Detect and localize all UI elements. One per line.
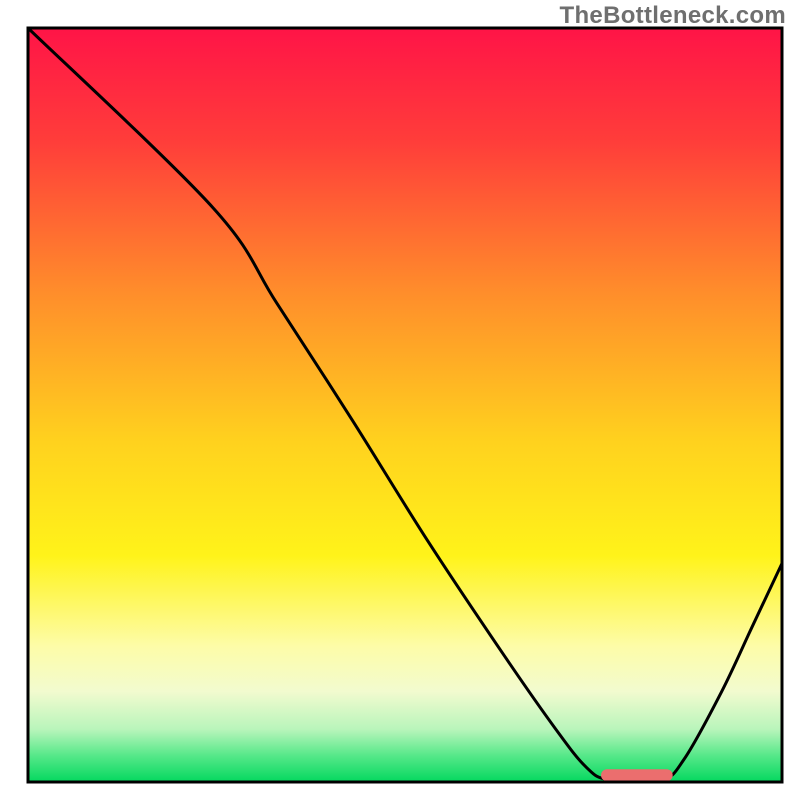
optimal-marker	[601, 769, 673, 781]
chart-container: { "watermark": "TheBottleneck.com", "cha…	[0, 0, 800, 800]
watermark-text: TheBottleneck.com	[560, 2, 786, 30]
gradient-background	[28, 28, 782, 782]
bottleneck-chart	[0, 0, 800, 800]
